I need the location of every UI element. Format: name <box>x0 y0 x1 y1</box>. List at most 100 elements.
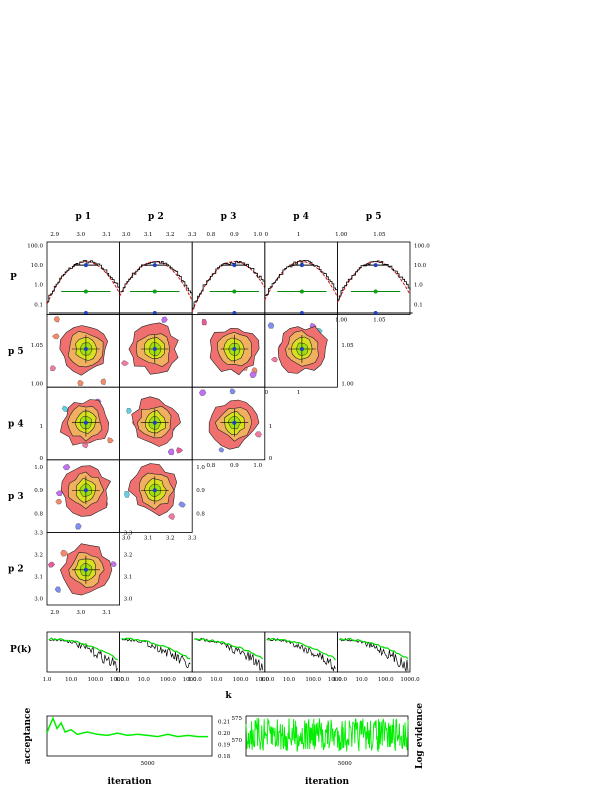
evidence-ylabel: Log evidence <box>415 703 425 769</box>
mean-dot <box>152 488 157 493</box>
outlier-patch <box>52 333 60 340</box>
posterior-histogram <box>47 260 120 303</box>
mean-marker <box>152 263 157 268</box>
outlier-patch <box>124 491 130 498</box>
mean-marker <box>152 311 157 316</box>
contour-panel-frame <box>191 386 266 461</box>
pk-xtick: 10.0 <box>283 677 296 683</box>
diag-panel-frame <box>336 241 411 315</box>
pk-xtick: 100.0 <box>88 677 104 683</box>
mean-dot <box>232 420 237 425</box>
acceptance-ylabel: acceptance <box>23 707 33 764</box>
evidence-ytick: 575 <box>232 716 243 722</box>
top-tick-label: 1 <box>297 232 301 238</box>
outlier-patch <box>100 378 106 385</box>
pk-xtick: 1.0 <box>115 677 124 683</box>
ytick-right: 3.0 <box>124 596 133 602</box>
outlier-patch <box>54 586 61 593</box>
column-title: p 1 <box>75 212 91 222</box>
pk-xtick: 1.0 <box>260 677 269 683</box>
pk-xtick: 1000.0 <box>400 677 420 683</box>
top-tick-label: 3.0 <box>76 232 85 238</box>
mean-marker <box>83 311 88 316</box>
diag-panel-frame <box>46 241 120 315</box>
outlier-patch <box>110 561 117 567</box>
pk-xtick: 10.0 <box>355 677 368 683</box>
ytick-left: 3.1 <box>34 574 43 580</box>
mean-marker <box>232 311 237 316</box>
top-tick-label: 1.05 <box>373 232 386 238</box>
top-tick-label: 3.1 <box>102 232 111 238</box>
mean-dot <box>83 346 88 351</box>
top-tick-label: 3.1 <box>144 232 153 238</box>
outlier-patch <box>53 316 60 323</box>
ytick-right: 1.0 <box>196 465 205 471</box>
ytick-left: 1.05 <box>31 343 44 349</box>
mean-marker <box>299 289 304 294</box>
row-label: p 2 <box>8 565 24 575</box>
mean-dot <box>299 346 304 351</box>
diag-ytick-right: 10.0 <box>414 263 427 269</box>
outlier-patch <box>167 448 175 456</box>
pk-model-line <box>121 637 191 660</box>
ytick-right: 1.05 <box>341 343 354 349</box>
mean-marker <box>232 263 237 268</box>
top-tick-label: 3.0 <box>122 232 131 238</box>
outlier-patch <box>77 380 84 386</box>
contour-panel-frame <box>46 532 120 606</box>
top-tick-label: 0 <box>265 232 269 238</box>
pk-xtick: 100.0 <box>160 677 176 683</box>
ytick-left: 3.3 <box>34 530 43 536</box>
acceptance-ytick: 0.20 <box>218 731 231 737</box>
mean-marker <box>232 289 237 294</box>
ytick-right: 1.00 <box>341 381 354 387</box>
ytick-right: 0 <box>269 456 273 462</box>
acceptance-ytick: 0.18 <box>218 754 231 760</box>
xtick-bottom: 2.9 <box>50 610 59 616</box>
ytick-right: 1 <box>269 424 273 430</box>
pk-ylabel: P(k) <box>10 644 32 655</box>
outlier-patch <box>218 447 225 453</box>
pk-panel-frame <box>336 631 411 673</box>
pk-model-line <box>339 637 409 660</box>
evidence-trace <box>245 717 409 753</box>
ytick-right: 3.2 <box>124 552 133 558</box>
ytick-left: 1.0 <box>34 465 43 471</box>
outlier-patch <box>229 388 236 395</box>
top-tick-label: 3.2 <box>166 232 175 238</box>
row-label: p 5 <box>8 347 24 357</box>
column-title: p 5 <box>366 212 382 222</box>
ytick-right: 3.3 <box>124 530 133 536</box>
top-tick-label: 1.0 <box>253 232 262 238</box>
outlier-patch <box>168 513 175 520</box>
pk-panel-frame <box>264 631 338 673</box>
top-tick-label: 3.3 <box>188 232 197 238</box>
pk-xtick: 100.0 <box>378 677 394 683</box>
pk-xtick: 10.0 <box>65 677 78 683</box>
posterior-histogram <box>119 261 193 296</box>
mean-marker <box>373 263 378 268</box>
outlier-patch <box>121 360 129 366</box>
diag-ytick-left: 0.1 <box>34 302 43 308</box>
outlier-patch <box>178 501 186 508</box>
top-tick-label: 1.00 <box>335 232 348 238</box>
mean-dot <box>152 420 157 425</box>
xtick-inner: 1.05 <box>373 318 386 324</box>
outlier-patch <box>176 447 184 454</box>
mean-marker <box>373 311 378 316</box>
diag-ytick-left: 1.0 <box>34 283 43 289</box>
posterior-histogram <box>192 260 266 309</box>
outlier-patch <box>107 437 114 444</box>
contour-panel-frame <box>264 314 338 388</box>
outlier-patch <box>62 464 71 471</box>
outlier-patch <box>249 371 257 379</box>
outlier-patch <box>55 490 63 496</box>
acceptance-ytick: 0.19 <box>218 743 231 749</box>
pk-measured-line <box>266 637 336 672</box>
column-title: p 3 <box>221 212 237 222</box>
mean-marker <box>83 263 88 268</box>
mean-dot <box>83 567 88 572</box>
xtick-inner: 0.9 <box>230 463 239 469</box>
model-curve <box>119 261 193 302</box>
xtick-inner: 0 <box>265 390 269 396</box>
